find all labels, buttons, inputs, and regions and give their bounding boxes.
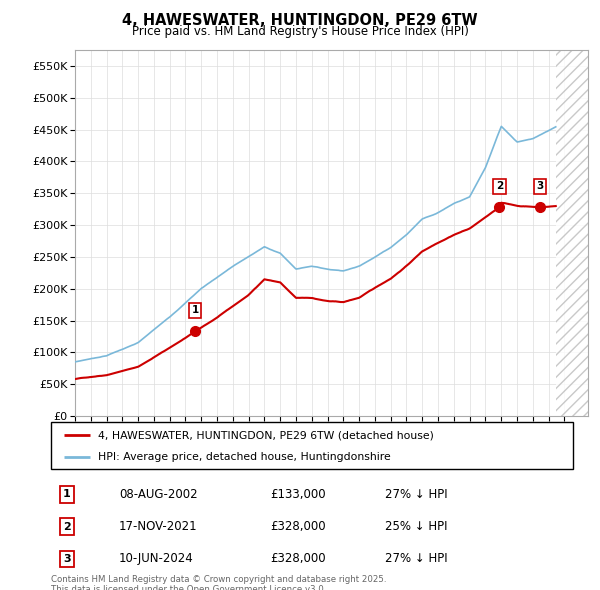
Text: 4, HAWESWATER, HUNTINGDON, PE29 6TW (detached house): 4, HAWESWATER, HUNTINGDON, PE29 6TW (det…	[98, 430, 434, 440]
Text: £328,000: £328,000	[270, 520, 326, 533]
Text: 1: 1	[63, 490, 71, 499]
Text: £133,000: £133,000	[270, 488, 326, 501]
Text: 17-NOV-2021: 17-NOV-2021	[119, 520, 197, 533]
Text: 27% ↓ HPI: 27% ↓ HPI	[385, 488, 448, 501]
FancyBboxPatch shape	[51, 422, 573, 469]
Text: 25% ↓ HPI: 25% ↓ HPI	[385, 520, 448, 533]
Text: 3: 3	[536, 181, 544, 191]
Text: 08-AUG-2002: 08-AUG-2002	[119, 488, 197, 501]
Text: 27% ↓ HPI: 27% ↓ HPI	[385, 552, 448, 565]
Text: Price paid vs. HM Land Registry's House Price Index (HPI): Price paid vs. HM Land Registry's House …	[131, 25, 469, 38]
Text: £328,000: £328,000	[270, 552, 326, 565]
Text: HPI: Average price, detached house, Huntingdonshire: HPI: Average price, detached house, Hunt…	[98, 453, 391, 462]
Text: 2: 2	[496, 181, 503, 191]
Text: 2: 2	[63, 522, 71, 532]
Text: 4, HAWESWATER, HUNTINGDON, PE29 6TW: 4, HAWESWATER, HUNTINGDON, PE29 6TW	[122, 13, 478, 28]
Text: 1: 1	[191, 306, 199, 316]
Bar	[556, 50, 588, 416]
Text: 10-JUN-2024: 10-JUN-2024	[119, 552, 194, 565]
Text: 3: 3	[63, 553, 70, 563]
Text: Contains HM Land Registry data © Crown copyright and database right 2025.
This d: Contains HM Land Registry data © Crown c…	[51, 575, 386, 590]
